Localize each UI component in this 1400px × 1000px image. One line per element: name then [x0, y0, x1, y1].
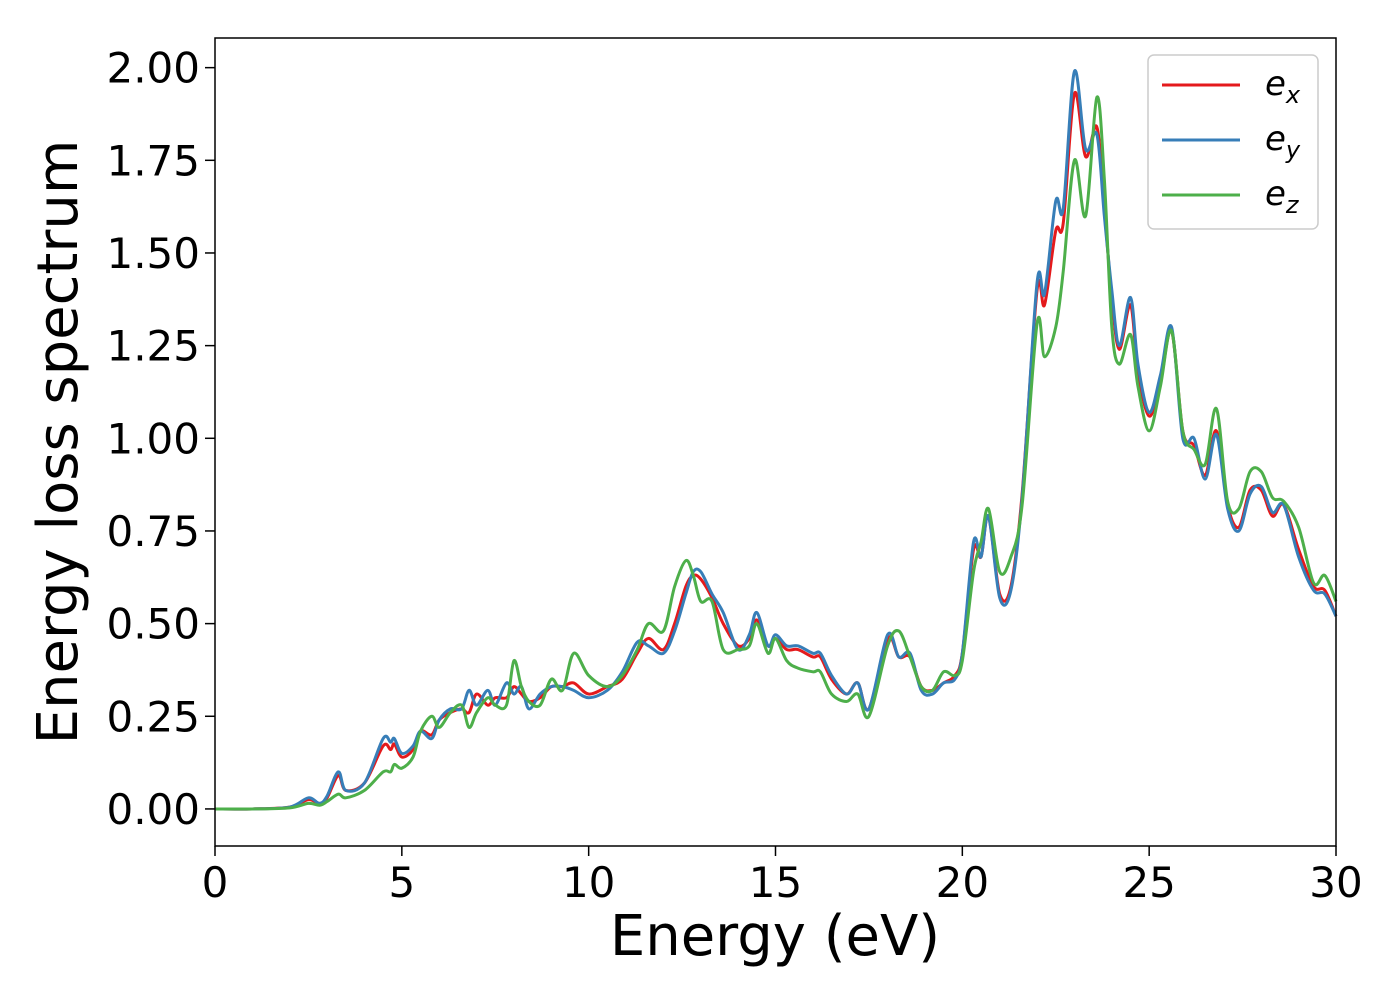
y-tick-label: 1.00	[106, 414, 200, 463]
y-tick-label: 1.75	[106, 136, 200, 185]
y-axis-ticks: 0.00 0.25 0.50 0.75 1.00 1.25 1.50 1.75 2.00	[106, 44, 215, 834]
y-tick-label: 0.50	[106, 600, 200, 649]
x-tick-label: 20	[936, 858, 989, 907]
series-lines	[214, 69, 1338, 811]
x-tick-label: 15	[749, 858, 802, 907]
series-line-z	[214, 95, 1338, 811]
y-tick-label: 0.00	[106, 785, 200, 834]
x-axis-ticks: 0 5 10 15 20 25 30	[202, 846, 1363, 907]
legend-box	[1147, 54, 1319, 230]
x-tick-label: 5	[388, 858, 415, 907]
y-tick-label: 2.00	[106, 44, 200, 93]
x-axis-label: Energy (eV)	[610, 904, 940, 969]
x-tick-label: 25	[1122, 858, 1175, 907]
y-tick-label: 0.25	[106, 692, 200, 741]
y-tick-label: 1.25	[106, 322, 200, 371]
y-tick-label: 1.50	[106, 229, 200, 278]
series-line-y	[214, 69, 1338, 811]
y-tick-label: 0.75	[106, 507, 200, 556]
x-tick-label: 0	[202, 858, 229, 907]
x-tick-label: 10	[562, 858, 615, 907]
y-axis-label: Energy loss spectrum	[26, 140, 91, 745]
x-tick-label: 30	[1309, 858, 1362, 907]
